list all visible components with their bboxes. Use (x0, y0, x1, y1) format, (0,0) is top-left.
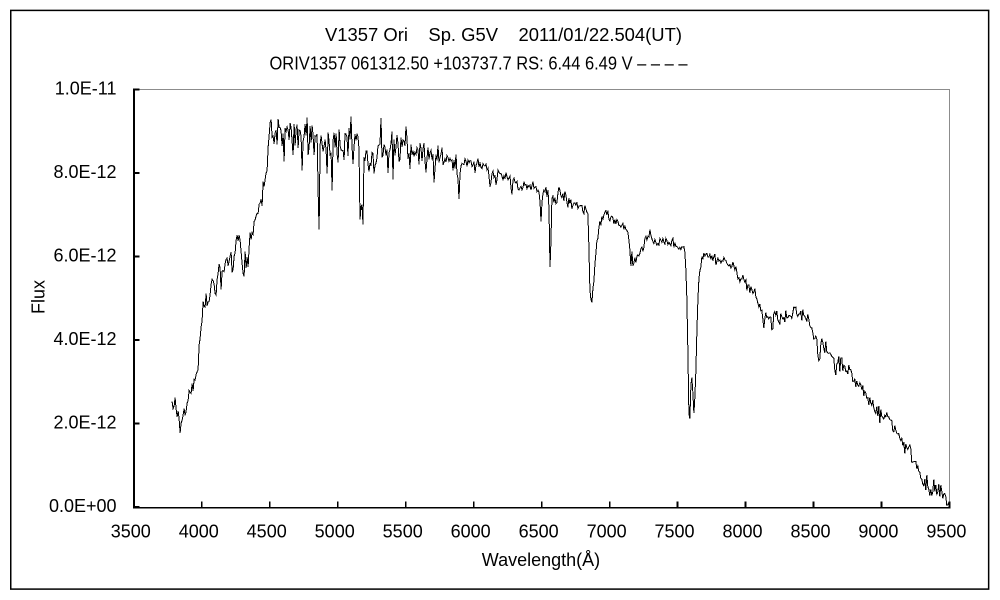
svg-text:8000: 8000 (722, 522, 762, 542)
svg-text:9500: 9500 (926, 522, 966, 542)
svg-text:V1357 Ori Sp. G5V 2011/0: V1357 Ori Sp. G5V 2011/01/22.504(UT) (325, 25, 682, 45)
svg-text:6.0E-12: 6.0E-12 (53, 245, 116, 265)
svg-text:7500: 7500 (654, 522, 694, 542)
svg-text:6000: 6000 (451, 522, 491, 542)
svg-text:5000: 5000 (315, 522, 355, 542)
svg-text:8500: 8500 (790, 522, 830, 542)
svg-text:4500: 4500 (247, 522, 287, 542)
svg-text:9000: 9000 (858, 522, 898, 542)
svg-text:ORIV1357 061312.50 +103737.7 R: ORIV1357 061312.50 +103737.7 RS: 6.44 6.… (270, 54, 688, 74)
svg-text:2.0E-12: 2.0E-12 (53, 412, 116, 432)
svg-text:6500: 6500 (519, 522, 559, 542)
svg-text:Flux: Flux (29, 280, 49, 314)
svg-text:3500: 3500 (111, 522, 151, 542)
svg-text:4000: 4000 (179, 522, 219, 542)
svg-text:8.0E-12: 8.0E-12 (53, 162, 116, 182)
svg-text:4.0E-12: 4.0E-12 (53, 329, 116, 349)
svg-text:7000: 7000 (587, 522, 627, 542)
svg-text:0.0E+00: 0.0E+00 (49, 496, 117, 516)
svg-text:5500: 5500 (383, 522, 423, 542)
svg-text:1.0E-11: 1.0E-11 (55, 78, 117, 98)
svg-text:Wavelength(Å): Wavelength(Å) (482, 550, 600, 570)
